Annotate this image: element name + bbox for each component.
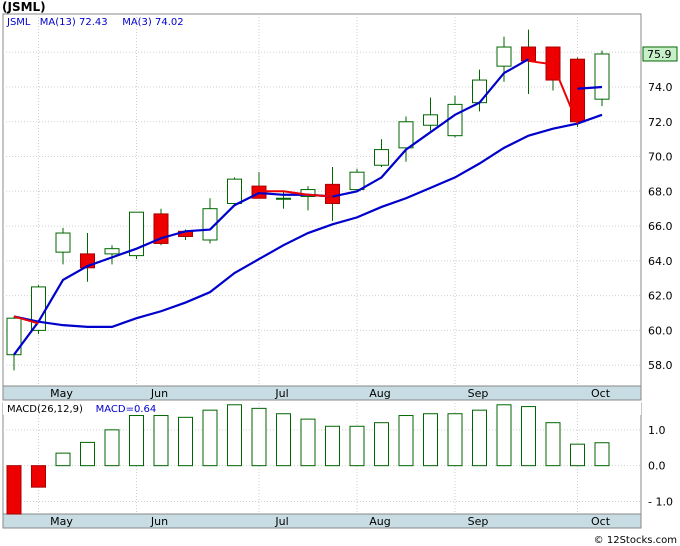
candle-body	[31, 286, 46, 331]
macd-x-tick: Sep	[468, 515, 489, 528]
candle-body	[472, 79, 487, 104]
candle-body	[349, 171, 365, 191]
macd-bar	[227, 404, 242, 467]
price-month-bar	[2, 385, 642, 401]
price-y-tick: 58.0	[648, 359, 673, 372]
price-y-tick: 66.0	[648, 220, 673, 233]
price-x-tick: Sep	[468, 387, 489, 400]
macd-y-tick: 1.0	[648, 424, 666, 437]
price-y-tick: 72.0	[648, 116, 673, 129]
candle-body	[129, 211, 144, 257]
macd-bar	[521, 406, 536, 467]
price-x-tick: Oct	[591, 387, 611, 400]
macd-bar	[104, 429, 120, 467]
price-panel	[2, 13, 642, 387]
macd-bar	[447, 413, 463, 467]
price-x-tick: May	[50, 387, 73, 400]
price-legend-entry: MA(13) 72.43	[40, 17, 108, 28]
candle-body	[153, 213, 169, 244]
macd-legend-entry: MACD=0.64	[96, 404, 157, 415]
price-legend-entry: MA(3) 74.02	[122, 17, 183, 28]
price-y-tick: 68.0	[648, 185, 673, 198]
candle-body	[423, 114, 438, 126]
macd-bar	[55, 452, 71, 467]
macd-bar	[398, 415, 414, 467]
price-y-tick: 62.0	[648, 290, 673, 303]
ma13-line	[13, 58, 530, 356]
macd-bar	[570, 443, 585, 467]
macd-x-tick: May	[50, 515, 73, 528]
last-price-box	[642, 46, 678, 62]
candle-body	[202, 208, 218, 241]
candle-body	[55, 232, 71, 253]
candle-body	[276, 197, 291, 200]
ma-red-segment	[528, 59, 579, 124]
macd-panel	[2, 402, 642, 515]
candle-body	[447, 103, 463, 137]
macd-bar	[496, 404, 512, 467]
macd-bar	[251, 407, 267, 467]
candle-body	[496, 46, 512, 67]
macd-x-tick: Aug	[369, 515, 390, 528]
price-y-tick: 60.0	[648, 324, 673, 337]
price-y-tick: 70.0	[648, 151, 673, 164]
macd-bar	[129, 415, 144, 467]
macd-x-tick: Jul	[274, 515, 288, 528]
macd-bar	[178, 416, 193, 467]
price-x-tick: Aug	[369, 387, 390, 400]
macd-y-tick: 0.0	[648, 460, 666, 473]
macd-bar	[545, 422, 561, 467]
candle-body	[325, 183, 340, 204]
ma-red-segment	[13, 315, 39, 325]
candle-body	[374, 149, 389, 166]
price-x-tick: Jun	[150, 387, 168, 400]
macd-bar	[374, 422, 389, 467]
macd-bar	[153, 415, 169, 467]
macd-x-tick: Oct	[591, 515, 611, 528]
macd-bar	[349, 425, 365, 467]
macd-bar	[423, 413, 438, 467]
macd-x-tick: Jun	[150, 515, 168, 528]
macd-bar	[31, 465, 46, 488]
ma-red-segment	[259, 190, 333, 198]
macd-bar	[325, 425, 340, 467]
price-y-tick: 74.0	[648, 81, 673, 94]
macd-bar	[202, 409, 218, 467]
macd-y-tick: - 1.0	[648, 495, 673, 508]
macd-bar	[472, 409, 487, 467]
macd-bar	[6, 465, 22, 515]
candle-body	[104, 248, 120, 255]
macd-bar	[594, 442, 610, 467]
last-price-label: 75.9	[647, 48, 672, 61]
macd-bar	[300, 418, 316, 467]
price-x-tick: Jul	[274, 387, 288, 400]
chart-title: (JSML)	[2, 0, 46, 14]
macd-legend-entry: MACD(26,12,9)	[7, 404, 83, 415]
price-y-tick: 64.0	[648, 255, 673, 268]
candle-body	[227, 178, 242, 204]
macd-bar	[276, 413, 291, 467]
candle-body	[521, 46, 536, 62]
macd-bar	[80, 441, 95, 467]
price-legend-entry: JSML	[6, 17, 31, 28]
watermark: © 12Stocks.com	[594, 535, 677, 546]
macd-month-bar	[2, 513, 642, 529]
ma13-tail-line	[577, 85, 603, 90]
candle-body	[594, 53, 610, 100]
candle-body	[398, 121, 414, 149]
ma3-line	[13, 113, 603, 328]
